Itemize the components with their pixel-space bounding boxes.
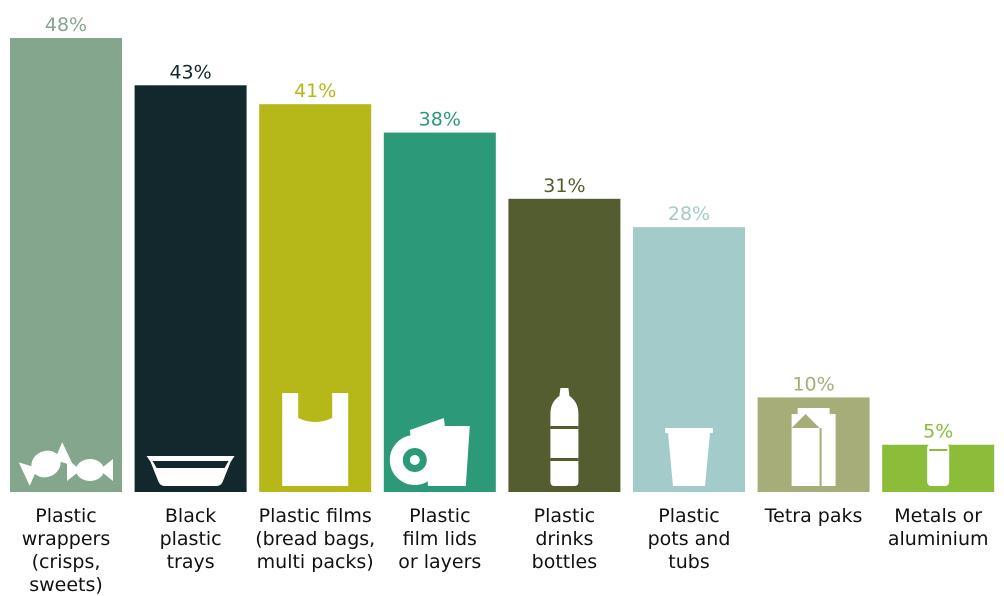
category-label-line: Plastic [658,505,719,527]
value-label-1: 48% [45,14,87,36]
bar-1 [10,38,122,492]
category-label-line: Black [165,505,216,527]
category-label-line: drinks [535,528,593,550]
category-label-4: Plastic film lids or layers [398,505,481,573]
value-label-6: 28% [668,203,710,225]
category-label-7: Tetra paks [764,505,863,527]
category-label-line: multi packs) [257,551,374,573]
category-label-6: Plastic pots and tubs [648,505,731,573]
category-label-1: Plastic wrappers (crisps, sweets) [22,505,111,596]
category-label-5: Plastic drinks bottles [532,505,597,573]
value-label-3: 41% [294,80,336,102]
category-label-line: wrappers [22,528,111,550]
category-label-line: trays [167,551,215,573]
category-label-line: sweets) [29,574,103,596]
sweets-icon [18,442,113,486]
value-label-5: 31% [543,175,585,197]
category-label-line: tubs [668,551,709,573]
category-label-line: Plastic films [259,505,372,527]
can-icon [927,444,950,486]
value-label-2: 43% [169,61,211,83]
bar-2 [134,85,247,493]
category-label-line: Metals or [894,505,982,527]
category-label-2: Black plastic trays [160,505,222,573]
category-label-line: pots and [648,528,731,550]
category-label-line: Plastic [534,505,595,527]
bottle-icon [550,388,579,486]
value-label-7: 10% [792,373,834,395]
category-label-line: (crisps, [32,551,101,573]
category-label-3: Plastic films (bread bags, multi packs) [255,505,375,573]
category-label-line: aluminium [888,528,989,550]
category-label-line: plastic [160,528,222,550]
value-label-8: 5% [923,421,953,443]
category-label-line: Plastic [409,505,470,527]
value-label-4: 38% [419,109,461,131]
tray-icon [146,456,235,486]
category-label-8: Metals or aluminium [888,505,989,550]
category-label-line: Plastic [35,505,96,527]
film-roll-icon [389,418,470,486]
carrier-bag-icon [282,393,349,486]
category-label-line: Tetra paks [764,505,863,527]
category-label-line: (bread bags, [255,528,375,550]
category-label-line: bottles [532,551,597,573]
pot-icon [665,428,713,486]
category-label-line: film lids [403,528,477,550]
carton-icon [791,408,836,486]
category-label-line: or layers [398,551,481,573]
